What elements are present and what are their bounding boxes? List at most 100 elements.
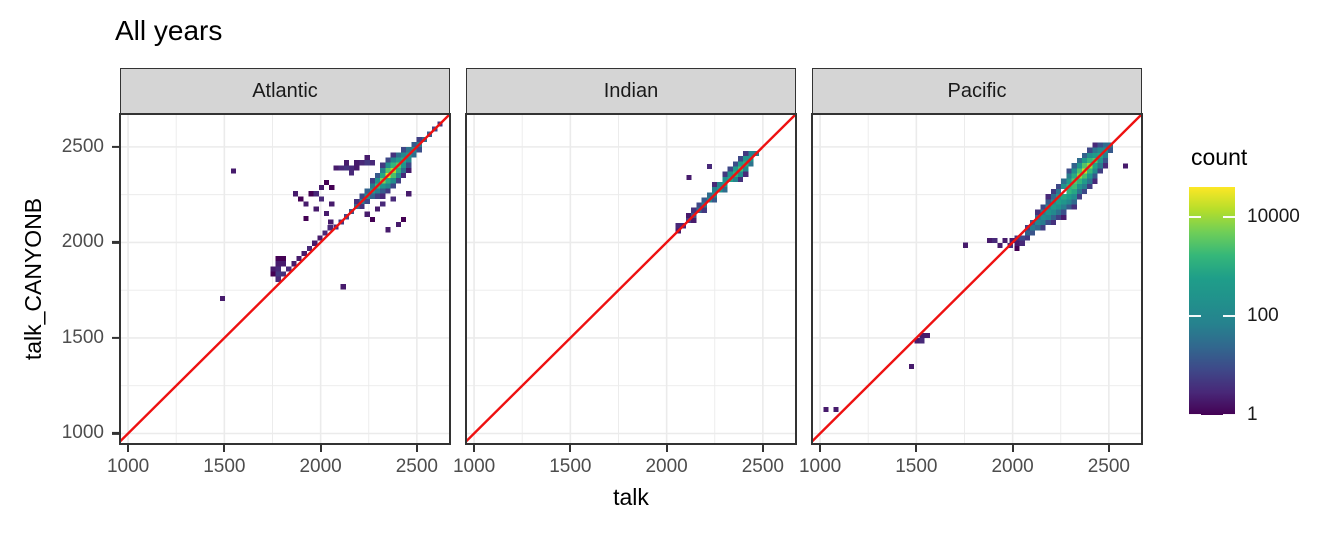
panel-plot-area — [118, 112, 452, 446]
count-bin — [390, 172, 396, 179]
count-bin — [280, 261, 287, 267]
x-axis-tick-label: 1500 — [203, 456, 246, 477]
count-bin — [997, 243, 1003, 249]
count-bin — [1097, 168, 1103, 174]
count-bin — [1050, 209, 1057, 215]
count-bin — [375, 172, 381, 179]
panel-atlantic: 1000 1500 2000 2500 1000 1500 2000 2500 — [62, 112, 452, 477]
count-bin — [292, 191, 299, 197]
count-bin — [416, 147, 422, 153]
count-bin — [1040, 219, 1046, 226]
count-bin — [375, 178, 381, 184]
y-axis-title: talk_CANYONB — [20, 197, 46, 361]
x-axis-tick-label: 2000 — [991, 456, 1034, 477]
count-bin — [1087, 178, 1093, 184]
count-bin — [1030, 230, 1036, 236]
legend-tick — [1223, 314, 1235, 317]
count-bin — [291, 261, 297, 267]
legend-tick-label: 10000 — [1247, 205, 1300, 227]
count-bin — [914, 338, 920, 344]
count-bin — [354, 198, 360, 204]
count-bin — [1071, 183, 1077, 189]
count-bin — [748, 150, 754, 157]
count-bin — [706, 192, 712, 198]
count-bin — [406, 191, 412, 197]
count-bin — [1066, 173, 1072, 179]
count-bin — [312, 240, 318, 246]
count-bin — [401, 216, 407, 223]
count-bin — [329, 184, 335, 191]
count-bin — [298, 196, 304, 202]
count-bin — [416, 136, 422, 142]
count-bin — [1045, 194, 1051, 200]
count-bin — [711, 181, 718, 188]
count-bin — [380, 188, 386, 194]
count-bin — [1061, 214, 1067, 220]
x-axis-tick — [472, 445, 476, 452]
count-bin — [338, 165, 344, 171]
count-bin — [375, 206, 381, 212]
count-bin — [919, 333, 925, 339]
count-bin — [823, 406, 829, 412]
count-bin — [395, 152, 401, 158]
count-bin — [1050, 194, 1057, 200]
count-bin — [1087, 158, 1093, 164]
facet-strip-label: Pacific — [947, 79, 1007, 102]
y-axis-tick — [111, 145, 119, 148]
count-bin — [390, 183, 396, 189]
facet-strip-label: Atlantic — [252, 79, 318, 102]
count-bin — [732, 166, 738, 172]
panel-border — [464, 112, 798, 446]
count-bin — [1102, 158, 1109, 164]
count-bin — [280, 256, 287, 262]
x-axis-tick-label: 1000 — [452, 456, 496, 477]
count-bin — [1071, 173, 1077, 179]
y-axis-tick-label: 1000 — [61, 422, 104, 444]
panel-border — [118, 112, 452, 446]
count-bin — [313, 206, 319, 212]
count-bin — [1071, 204, 1077, 210]
count-bin — [1087, 183, 1093, 189]
count-bin — [1050, 214, 1057, 220]
count-bin — [406, 167, 412, 173]
count-bin — [401, 162, 407, 168]
count-bin — [275, 266, 281, 272]
count-bin — [1066, 204, 1072, 210]
count-bin — [1097, 147, 1103, 153]
count-bin — [1102, 142, 1109, 148]
count-bin — [1108, 147, 1114, 153]
count-bin — [1050, 204, 1057, 210]
count-bin — [1076, 178, 1083, 184]
legend-tick — [1223, 414, 1235, 416]
count-bin — [1035, 209, 1041, 215]
count-bin — [701, 207, 707, 213]
count-bin — [1092, 163, 1098, 169]
count-bin — [1087, 168, 1093, 174]
count-bin — [390, 157, 396, 163]
x-axis-tick — [126, 445, 130, 452]
count-bin — [1014, 240, 1020, 246]
count-bin — [1071, 168, 1077, 174]
count-bin — [380, 167, 386, 173]
count-bin — [1045, 199, 1051, 205]
count-bin — [327, 225, 333, 231]
count-bin — [1082, 189, 1088, 195]
count-bin — [343, 165, 350, 171]
x-axis-tick — [915, 445, 918, 452]
count-bin — [395, 167, 401, 173]
count-bin — [732, 176, 738, 182]
count-bin — [1076, 183, 1083, 189]
identity-line — [811, 113, 1143, 443]
count-bin — [1087, 152, 1093, 159]
count-bin — [1066, 178, 1072, 184]
legend-tick — [1223, 215, 1235, 218]
count-bin — [727, 171, 733, 177]
count-bin — [406, 157, 412, 163]
x-axis-tick-label: 2000 — [645, 456, 688, 477]
count-bin — [390, 178, 396, 184]
count-bin — [395, 157, 401, 163]
facet-strip-label: Indian — [603, 79, 659, 102]
count-bin — [1061, 178, 1067, 184]
facet-strip-pacific: Pacific — [812, 68, 1142, 114]
count-bin — [380, 183, 386, 189]
